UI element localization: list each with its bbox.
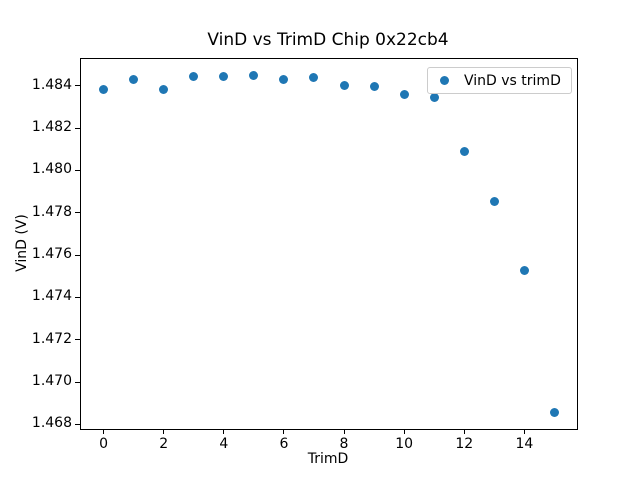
data-point [519,265,529,275]
data-point [369,82,379,92]
data-point [129,75,139,85]
legend: VinD vs trimD [427,67,572,94]
x-axis-label: TrimD [307,451,349,467]
x-tick-mark [163,429,165,434]
legend-marker-icon [440,76,449,85]
y-tick-label: 1.474 [31,288,72,305]
y-tick-label: 1.480 [31,161,72,178]
y-tick-label: 1.478 [31,203,72,220]
y-tick-mark [75,423,80,425]
data-point [459,147,469,156]
y-tick-mark [75,254,80,256]
x-tick-mark [523,429,525,434]
x-tick-mark [223,429,225,434]
data-point [489,197,499,207]
x-tick-label: 14 [515,436,534,452]
x-tick-label: 8 [339,436,349,452]
data-point [99,84,109,94]
data-point [339,80,349,90]
x-tick-label: 2 [159,436,169,452]
data-point [249,71,259,81]
data-point [189,71,199,81]
data-point [429,92,439,102]
y-tick-label: 1.472 [31,330,72,347]
data-point [159,84,169,94]
y-tick-label: 1.482 [31,119,72,135]
y-tick-label: 1.468 [31,415,72,432]
y-tick-label: 1.476 [31,246,72,262]
x-tick-mark [283,429,285,434]
data-point [549,407,559,417]
y-tick-mark [75,169,80,171]
legend-label: VinD vs trimD [464,72,561,89]
x-tick-label: 10 [395,436,414,452]
x-tick-mark [403,429,405,434]
y-tick-mark [75,339,80,341]
y-tick-label: 1.484 [31,76,72,93]
x-tick-label: 12 [455,436,474,452]
data-point [309,73,319,83]
y-tick-mark [75,127,80,129]
y-tick-label: 1.470 [31,373,72,389]
x-tick-label: 0 [99,436,108,452]
y-tick-mark [75,85,80,87]
x-tick-mark [343,429,345,434]
x-tick-label: 4 [219,436,229,452]
y-tick-mark [75,296,80,298]
x-tick-label: 6 [279,436,289,452]
y-tick-mark [75,212,80,214]
chart-title: VinD vs TrimD Chip 0x22cb4 [207,30,449,50]
x-tick-mark [103,429,105,434]
data-point [279,75,289,85]
y-tick-mark [75,381,80,383]
y-axis-label: VinD (V) [14,214,30,272]
plot-area: VinD vs trimD 0 2 4 6 8 10 12 14 1.468 1.470 1.472… [32,58,578,452]
data-point [219,72,229,82]
x-tick-mark [463,429,465,434]
data-point [399,90,409,100]
